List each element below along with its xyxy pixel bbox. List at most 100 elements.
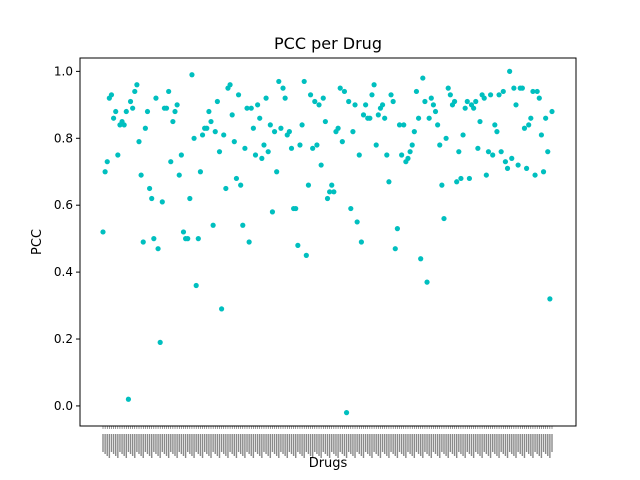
x-tick-label <box>195 434 197 452</box>
x-tick-label <box>326 434 329 456</box>
data-point <box>405 155 411 161</box>
data-point <box>263 95 269 101</box>
data-point <box>219 306 225 312</box>
data-point <box>142 125 148 131</box>
x-tick-label <box>250 434 252 456</box>
data-point <box>295 242 301 248</box>
data-point <box>278 125 284 131</box>
data-point <box>191 135 197 141</box>
data-point <box>127 98 134 105</box>
x-tick-label <box>248 434 250 454</box>
data-point <box>392 246 398 252</box>
x-tick-label <box>530 434 532 456</box>
data-point <box>252 152 259 158</box>
x-tick-label <box>345 434 348 458</box>
x-tick-label <box>335 434 337 456</box>
data-point <box>363 102 369 108</box>
x-tick-label <box>104 434 106 454</box>
data-point <box>307 92 314 98</box>
x-tick-label <box>398 434 401 452</box>
x-tick-label <box>180 434 183 454</box>
data-point <box>176 172 182 178</box>
data-point <box>125 396 132 402</box>
x-tick-label <box>517 434 519 452</box>
data-point <box>138 172 144 178</box>
data-point <box>386 179 392 185</box>
y-axis-ticks: 0.0 0.2 0.4 0.6 0.8 1.0 <box>54 64 80 413</box>
data-point <box>496 92 502 98</box>
data-point <box>250 125 256 131</box>
x-tick-label <box>504 434 507 456</box>
data-point <box>244 105 250 111</box>
data-point <box>140 239 146 245</box>
data-point <box>494 129 500 135</box>
data-point <box>208 118 214 125</box>
x-tick-label <box>449 434 452 452</box>
data-point <box>549 108 555 115</box>
x-tick-label <box>434 434 437 454</box>
data-point <box>424 279 430 285</box>
x-tick-label <box>229 434 231 452</box>
data-point <box>193 282 199 289</box>
x-tick-label <box>246 434 248 452</box>
y-tick-label: 0.6 <box>54 198 73 212</box>
x-tick-label <box>161 434 163 452</box>
data-point <box>110 115 117 121</box>
x-tick-label <box>174 434 176 456</box>
data-point <box>394 226 400 232</box>
x-tick-label <box>494 434 496 454</box>
data-point <box>348 205 354 212</box>
x-tick-label <box>112 434 115 454</box>
data-point <box>185 236 191 242</box>
x-tick-label <box>392 434 394 454</box>
data-point <box>526 122 532 128</box>
x-tick-label <box>273 434 276 454</box>
data-point <box>259 155 265 161</box>
x-tick-label <box>407 434 409 452</box>
x-tick-label <box>381 434 384 452</box>
x-tick-label <box>265 434 267 454</box>
data-point <box>214 98 220 105</box>
x-tick-label <box>165 434 168 456</box>
data-point <box>477 118 483 125</box>
x-tick-label <box>123 434 125 456</box>
x-tick-label <box>189 434 191 454</box>
y-axis-label: PCC <box>30 229 45 255</box>
data-point <box>507 68 513 74</box>
x-tick-label <box>299 434 301 454</box>
data-point <box>547 296 553 302</box>
data-point <box>305 182 312 188</box>
x-tick-label <box>534 434 536 452</box>
x-tick-label <box>341 434 344 454</box>
data-point <box>271 129 278 135</box>
x-tick-label <box>127 434 130 452</box>
data-point <box>346 98 352 105</box>
data-point <box>212 129 218 135</box>
data-point <box>528 115 534 121</box>
data-point <box>322 118 328 125</box>
data-point <box>447 92 453 98</box>
x-tick-label <box>455 434 458 458</box>
x-tick-label <box>451 434 454 454</box>
data-point <box>420 75 426 81</box>
data-point <box>509 155 515 161</box>
data-point <box>280 85 286 91</box>
x-tick-label <box>515 434 517 458</box>
x-tick-label <box>284 434 286 456</box>
data-point <box>153 95 159 101</box>
data-point <box>375 112 381 118</box>
x-tick-label <box>288 434 291 452</box>
data-point <box>379 102 386 108</box>
data-point <box>441 215 447 222</box>
x-tick-label <box>430 434 432 458</box>
x-tick-label <box>475 434 477 452</box>
x-tick-label <box>396 434 399 458</box>
data-point <box>513 102 519 108</box>
x-tick-label <box>371 434 373 458</box>
plot-frame <box>79 57 577 427</box>
x-axis-ticks <box>102 426 553 458</box>
data-point <box>299 122 305 128</box>
data-point <box>297 142 303 148</box>
x-tick-label <box>225 434 227 456</box>
x-tick-label <box>447 434 449 458</box>
